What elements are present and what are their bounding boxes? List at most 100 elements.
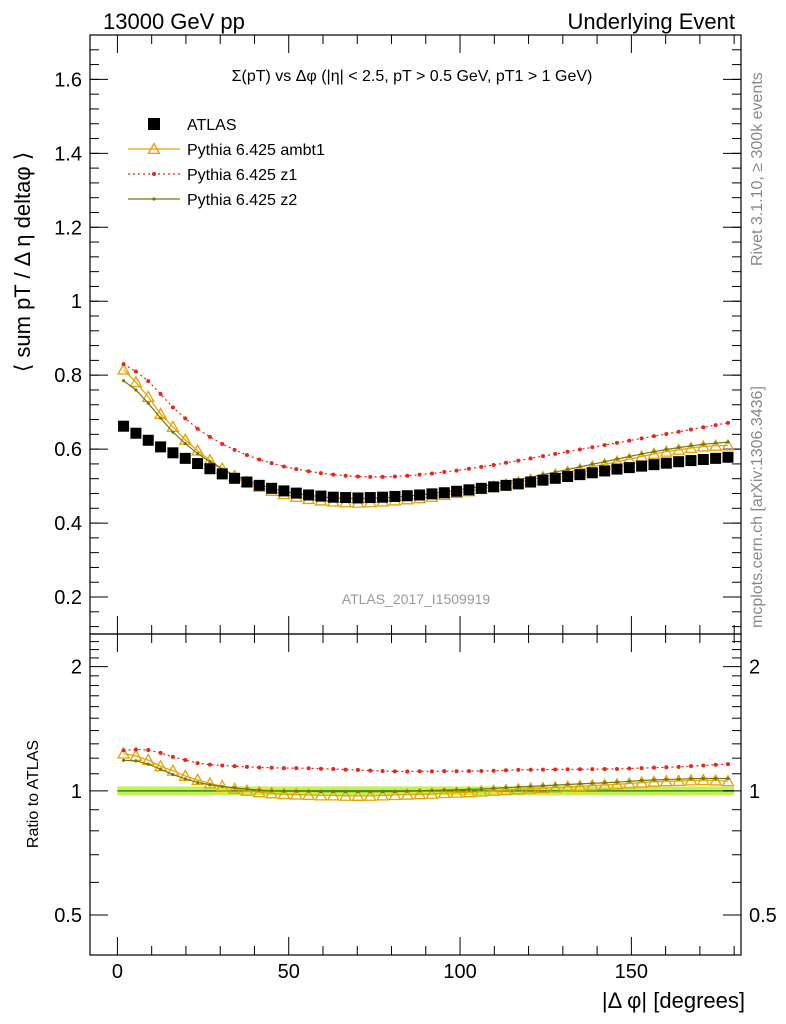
- data-point-z2: [134, 388, 138, 392]
- data-point-atlas: [142, 434, 154, 446]
- series-line-z1: [123, 363, 729, 478]
- data-point-atlas: [636, 460, 648, 472]
- ratio-point-z1: [713, 762, 718, 767]
- data-point-z2: [689, 444, 693, 448]
- ratio-point-z2: [529, 784, 533, 788]
- event-type-label: Underlying Event: [567, 9, 735, 34]
- data-point-z1: [121, 362, 126, 367]
- data-point-ambt1: [721, 438, 735, 451]
- data-point-atlas: [266, 482, 278, 494]
- ratio-point-ambt1: [413, 787, 427, 800]
- data-point-z2: [603, 460, 607, 464]
- ratio-point-ambt1: [647, 774, 661, 787]
- ratio-point-z2: [232, 786, 237, 790]
- main-y-axis-label: ⟨ sum pT / Δ η deltaφ ⟩: [10, 152, 35, 373]
- rivet-label: Rivet 3.1.10, ≥ 300k events: [749, 72, 766, 266]
- ratio-point-z1: [614, 766, 619, 771]
- data-point-atlas: [562, 470, 574, 482]
- ratio-point-z1: [306, 766, 311, 771]
- x-tick-label: 100: [443, 961, 476, 983]
- ratio-point-ambt1: [277, 787, 291, 800]
- ratio-point-z2: [652, 778, 656, 782]
- ratio-point-z1: [664, 765, 669, 770]
- ratio-point-z1: [392, 769, 397, 774]
- ratio-point-z1: [429, 769, 434, 774]
- data-point-atlas: [192, 458, 204, 470]
- data-point-z2: [171, 430, 175, 434]
- ratio-point-z2: [578, 782, 582, 786]
- ratio-point-ambt1: [326, 788, 340, 801]
- ratio-point-z1: [540, 767, 545, 772]
- data-point-z1: [565, 449, 570, 454]
- data-point-atlas: [648, 459, 660, 471]
- ratio-point-z2: [516, 785, 520, 789]
- chart-title: Σ(pT) vs Δφ (|η| < 2.5, pT > 0.5 GeV, pT…: [232, 68, 593, 85]
- ratio-point-z2: [603, 781, 607, 785]
- data-point-atlas: [525, 476, 537, 488]
- ratio-point-z2: [479, 787, 483, 791]
- data-point-z2: [701, 442, 705, 446]
- ratio-point-z1: [590, 767, 595, 772]
- data-point-z1: [713, 423, 718, 428]
- data-point-z1: [183, 416, 188, 421]
- data-point-atlas: [488, 481, 500, 493]
- ratio-point-z2: [183, 777, 187, 781]
- data-point-z1: [195, 426, 200, 431]
- ratio-point-z2: [640, 778, 644, 783]
- ratio-point-z2: [146, 762, 150, 766]
- ratio-point-z1: [627, 766, 632, 771]
- ratio-point-ambt1: [573, 779, 587, 792]
- ratio-line-z2: [123, 759, 728, 793]
- ratio-panel: 0.5 0.5 1 1 2 2 0 50 100 150 Ratio to ATLAS |Δ φ…: [25, 633, 777, 1013]
- data-point-atlas: [118, 420, 130, 432]
- data-point-atlas: [303, 489, 315, 501]
- main-y-tick-label: 1.4: [54, 143, 82, 165]
- data-point-z2: [208, 460, 212, 464]
- data-point-atlas: [229, 472, 241, 484]
- ratio-point-z1: [442, 769, 447, 774]
- ratio-point-ambt1: [511, 782, 525, 795]
- ratio-point-ambt1: [437, 786, 451, 799]
- ratio-point-z1: [220, 763, 225, 768]
- ratio-point-ambt1: [536, 781, 550, 794]
- ratio-point-z1: [368, 768, 373, 773]
- data-point-atlas: [586, 467, 598, 479]
- ratio-point-z2: [677, 777, 681, 781]
- ratio-point-ambt1: [696, 773, 710, 786]
- data-point-z2: [627, 454, 631, 459]
- ratio-point-ambt1: [561, 779, 575, 792]
- data-point-atlas: [364, 492, 376, 504]
- main-y-tick-label: 1.6: [54, 69, 82, 91]
- ratio-point-ambt1: [524, 781, 538, 794]
- ratio-point-z2: [442, 788, 446, 792]
- mcplots-label: mcplots.cern.ch [arXiv:1306.3436]: [749, 386, 766, 628]
- ratio-point-z2: [615, 780, 619, 784]
- data-point-z2: [677, 446, 681, 450]
- ratio-point-z2: [257, 788, 261, 792]
- data-point-z2: [664, 447, 668, 452]
- ratio-line-z1: [123, 748, 729, 773]
- ratio-point-z1: [294, 766, 299, 771]
- data-point-atlas: [512, 478, 524, 490]
- data-point-ambt1: [129, 375, 143, 388]
- ratio-point-ambt1: [314, 788, 328, 801]
- data-point-atlas: [352, 492, 364, 504]
- x-axis-label: |Δ φ| [degrees]: [602, 988, 745, 1013]
- data-point-atlas: [340, 492, 352, 504]
- ratio-point-z1: [269, 765, 274, 770]
- ratio-point-z1: [516, 767, 521, 772]
- ratio-point-ambt1: [659, 774, 673, 787]
- legend-marker-atlas: [148, 118, 160, 130]
- ratio-point-z1: [479, 768, 484, 773]
- ratio-panel-frame: [89, 633, 742, 956]
- data-point-z1: [454, 468, 459, 473]
- x-tick-label: 150: [615, 961, 648, 983]
- ratio-y-tick-label-right: 2: [749, 657, 760, 679]
- ratio-point-z2: [590, 781, 594, 785]
- ratio-point-z2: [269, 789, 274, 793]
- ratio-point-z1: [602, 767, 607, 772]
- ratio-point-ambt1: [425, 787, 439, 799]
- ratio-point-z2: [467, 787, 471, 791]
- data-point-z1: [516, 458, 521, 463]
- main-y-tick-label: 0.8: [54, 365, 82, 387]
